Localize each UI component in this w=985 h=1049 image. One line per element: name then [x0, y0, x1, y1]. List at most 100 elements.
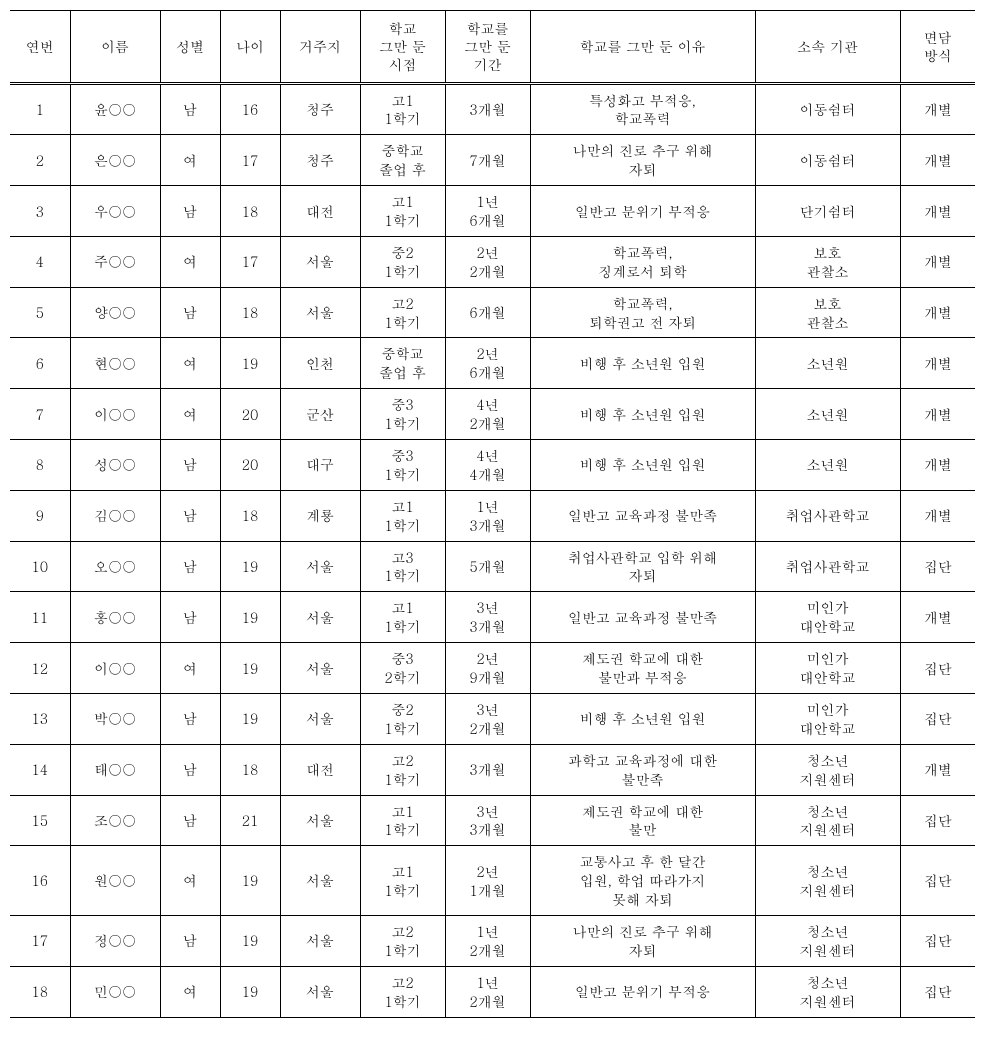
cell-name: 이○○ — [70, 389, 160, 440]
cell-residence: 청주 — [280, 83, 360, 135]
table-row: 7이○○여20군산중3 1학기4년 2개월비행 후 소년원 입원소년원개별 — [10, 389, 975, 440]
cell-name: 현○○ — [70, 338, 160, 389]
cell-age: 18 — [220, 490, 280, 541]
cell-residence: 서울 — [280, 592, 360, 643]
cell-age: 19 — [220, 846, 280, 916]
cell-age: 17 — [220, 135, 280, 186]
cell-dropout_reason: 학교폭력, 징계로서 퇴학 — [530, 236, 755, 287]
cell-dropout_time: 고1 1학기 — [360, 83, 445, 135]
cell-no: 11 — [10, 592, 70, 643]
cell-dropout_time: 고2 1학기 — [360, 915, 445, 966]
cell-interview_method: 개별 — [900, 135, 975, 186]
cell-interview_method: 개별 — [900, 744, 975, 795]
table-row: 11홍○○남19서울고1 1학기3년 3개월일반고 교육과정 불만족미인가 대안… — [10, 592, 975, 643]
cell-gender: 여 — [160, 236, 220, 287]
cell-gender: 남 — [160, 541, 220, 592]
col-header-residence: 거주지 — [280, 11, 360, 84]
cell-institution: 청소년 지원센터 — [755, 966, 900, 1017]
cell-residence: 서울 — [280, 795, 360, 846]
cell-gender: 남 — [160, 693, 220, 744]
cell-dropout_time: 고1 1학기 — [360, 795, 445, 846]
cell-interview_method: 집단 — [900, 915, 975, 966]
table-row: 3우○○남18대전고1 1학기1년 6개월일반고 분위기 부적응단기쉼터개별 — [10, 186, 975, 237]
cell-no: 10 — [10, 541, 70, 592]
cell-no: 8 — [10, 440, 70, 491]
cell-dropout_duration: 7개월 — [445, 135, 530, 186]
cell-name: 박○○ — [70, 693, 160, 744]
cell-dropout_reason: 일반고 분위기 부적응 — [530, 966, 755, 1017]
cell-institution: 소년원 — [755, 338, 900, 389]
cell-name: 조○○ — [70, 795, 160, 846]
table-row: 15조○○남21서울고1 1학기3년 3개월제도권 학교에 대한 불만청소년 지… — [10, 795, 975, 846]
table-row: 1윤○○남16청주고1 1학기3개월특성화고 부적응, 학교폭력이동쉼터개별 — [10, 83, 975, 135]
cell-interview_method: 개별 — [900, 389, 975, 440]
cell-gender: 여 — [160, 389, 220, 440]
col-header-gender: 성별 — [160, 11, 220, 84]
cell-name: 윤○○ — [70, 83, 160, 135]
table-row: 4주○○여17서울중2 1학기2년 2개월학교폭력, 징계로서 퇴학보호 관찰소… — [10, 236, 975, 287]
cell-dropout_duration: 3년 3개월 — [445, 592, 530, 643]
cell-dropout_duration: 3년 3개월 — [445, 795, 530, 846]
table-row: 10오○○남19서울고3 1학기5개월취업사관학교 입학 위해 자퇴취업사관학교… — [10, 541, 975, 592]
cell-institution: 단기쉼터 — [755, 186, 900, 237]
cell-dropout_reason: 교통사고 후 한 달간 입원, 학업 따라가지 못해 자퇴 — [530, 846, 755, 916]
cell-interview_method: 개별 — [900, 440, 975, 491]
cell-age: 19 — [220, 693, 280, 744]
table-row: 6현○○여19인천중학교 졸업 후2년 6개월비행 후 소년원 입원소년원개별 — [10, 338, 975, 389]
cell-gender: 남 — [160, 287, 220, 338]
table-row: 17정○○남19서울고2 1학기1년 2개월나만의 진로 추구 위해 자퇴청소년… — [10, 915, 975, 966]
table-header-row: 연번이름성별나이거주지학교 그만 둔 시점학교를 그만 둔 기간학교를 그만 둔… — [10, 11, 975, 84]
cell-interview_method: 집단 — [900, 795, 975, 846]
cell-dropout_reason: 일반고 교육과정 불만족 — [530, 592, 755, 643]
cell-institution: 청소년 지원센터 — [755, 846, 900, 916]
cell-age: 20 — [220, 440, 280, 491]
cell-gender: 여 — [160, 135, 220, 186]
cell-dropout_reason: 제도권 학교에 대한 불만과 부적응 — [530, 643, 755, 694]
cell-age: 17 — [220, 236, 280, 287]
cell-gender: 여 — [160, 846, 220, 916]
cell-dropout_duration: 2년 9개월 — [445, 643, 530, 694]
cell-dropout_duration: 3개월 — [445, 83, 530, 135]
cell-interview_method: 집단 — [900, 541, 975, 592]
cell-institution: 청소년 지원센터 — [755, 795, 900, 846]
col-header-interview_method: 면담 방식 — [900, 11, 975, 84]
cell-gender: 여 — [160, 338, 220, 389]
col-header-institution: 소속 기관 — [755, 11, 900, 84]
table-row: 8성○○남20대구중3 1학기4년 4개월비행 후 소년원 입원소년원개별 — [10, 440, 975, 491]
cell-dropout_reason: 나만의 진로 추구 위해 자퇴 — [530, 135, 755, 186]
cell-age: 16 — [220, 83, 280, 135]
cell-interview_method: 개별 — [900, 338, 975, 389]
cell-dropout_duration: 2년 6개월 — [445, 338, 530, 389]
cell-no: 17 — [10, 915, 70, 966]
cell-dropout_duration: 2년 2개월 — [445, 236, 530, 287]
cell-dropout_time: 고2 1학기 — [360, 744, 445, 795]
cell-dropout_duration: 4년 4개월 — [445, 440, 530, 491]
cell-name: 김○○ — [70, 490, 160, 541]
cell-dropout_time: 고2 1학기 — [360, 966, 445, 1017]
cell-no: 12 — [10, 643, 70, 694]
cell-name: 민○○ — [70, 966, 160, 1017]
cell-age: 18 — [220, 744, 280, 795]
table-row: 9김○○남18계룡고1 1학기1년 3개월일반고 교육과정 불만족취업사관학교개… — [10, 490, 975, 541]
cell-residence: 인천 — [280, 338, 360, 389]
table-row: 14태○○남18대전고2 1학기3개월과학고 교육과정에 대한 불만족청소년 지… — [10, 744, 975, 795]
cell-dropout_reason: 비행 후 소년원 입원 — [530, 693, 755, 744]
cell-institution: 보호 관찰소 — [755, 236, 900, 287]
cell-gender: 남 — [160, 744, 220, 795]
cell-interview_method: 개별 — [900, 592, 975, 643]
cell-dropout_time: 중3 1학기 — [360, 440, 445, 491]
cell-dropout_time: 중2 1학기 — [360, 693, 445, 744]
cell-institution: 청소년 지원센터 — [755, 744, 900, 795]
cell-institution: 소년원 — [755, 440, 900, 491]
cell-institution: 청소년 지원센터 — [755, 915, 900, 966]
cell-dropout_time: 고1 1학기 — [360, 846, 445, 916]
cell-residence: 서울 — [280, 966, 360, 1017]
cell-gender: 여 — [160, 643, 220, 694]
cell-age: 19 — [220, 541, 280, 592]
cell-name: 양○○ — [70, 287, 160, 338]
cell-interview_method: 집단 — [900, 643, 975, 694]
cell-age: 18 — [220, 186, 280, 237]
cell-dropout_reason: 일반고 분위기 부적응 — [530, 186, 755, 237]
cell-dropout_reason: 과학고 교육과정에 대한 불만족 — [530, 744, 755, 795]
cell-name: 오○○ — [70, 541, 160, 592]
